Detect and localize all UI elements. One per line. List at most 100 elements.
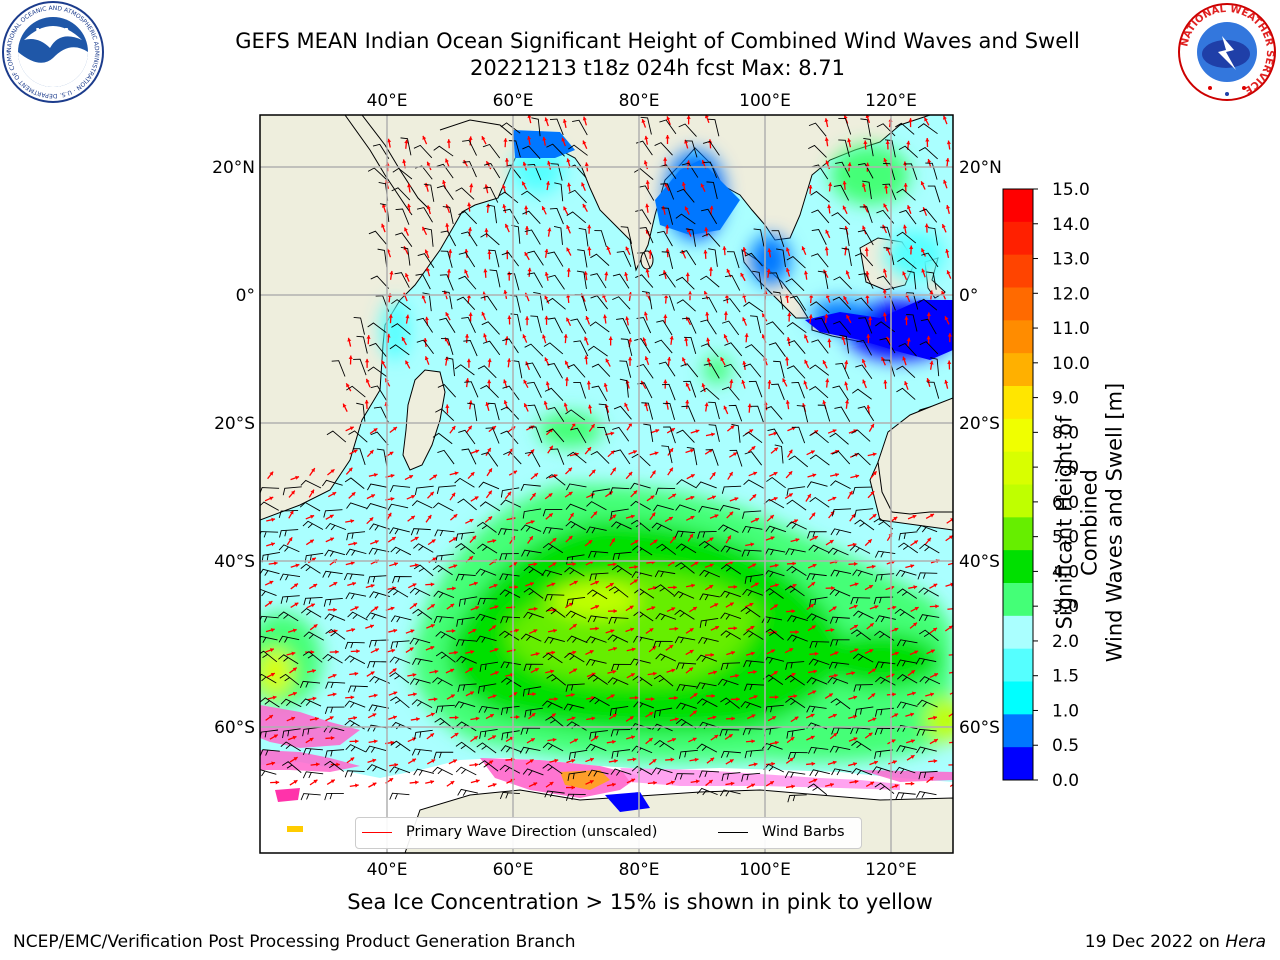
wave-arrow-head: [604, 271, 609, 276]
wind-barb: [455, 741, 476, 753]
wave-arrow-head: [548, 513, 553, 518]
colorbar-segment: [1003, 484, 1033, 518]
wind-barb: [325, 628, 346, 640]
wave-arrow-head: [502, 204, 507, 209]
wave-arrow-head: [591, 469, 596, 474]
wave-arrow-head: [610, 694, 615, 699]
wave-arrow-head: [825, 378, 830, 383]
wind-barb: [322, 653, 343, 664]
wave-arrow-head: [807, 493, 811, 498]
wind-barb: [678, 749, 698, 759]
wind-barb: [654, 584, 675, 596]
wave-arrow-head: [810, 735, 815, 740]
wind-barb: [352, 448, 366, 466]
wave-arrow-head: [572, 562, 576, 567]
wave-arrow-head: [685, 382, 690, 387]
wave-arrow-head: [534, 668, 539, 672]
wave-arrow-head: [608, 336, 613, 340]
wave-arrow-head: [730, 781, 735, 786]
wave-arrow-head: [869, 649, 874, 653]
wave-arrow-head: [288, 537, 293, 542]
wave-arrow-head: [311, 468, 315, 473]
wind-barb: [833, 320, 851, 335]
wind-barb: [731, 423, 741, 443]
wave-arrow-head: [903, 183, 908, 187]
wave-arrow-head: [488, 468, 492, 473]
wave-arrow-head: [424, 249, 429, 254]
wave-arrow-head: [591, 672, 596, 677]
wave-arrow-head: [852, 542, 857, 547]
wind-barb: [543, 342, 564, 355]
wave-arrow-head: [948, 625, 953, 630]
wind-barb: [653, 674, 674, 687]
wave-arrow-head: [872, 452, 877, 457]
wind-barb: [500, 705, 520, 716]
wave-arrow-head: [741, 379, 746, 384]
wave-arrow: [947, 608, 953, 610]
colorbar-tick-label: 3.0: [1052, 597, 1079, 617]
wind-barb: [542, 526, 564, 534]
wave-arrow-head: [571, 758, 576, 763]
wave-arrow-head: [773, 671, 778, 675]
wind-barb: [278, 509, 299, 518]
wave-arrow-head: [372, 758, 377, 763]
wind-barb: [344, 641, 365, 650]
wind-barb: [507, 272, 520, 291]
wind-barb: [455, 531, 475, 542]
wind-barb: [898, 531, 918, 541]
wave-arrow-head: [573, 738, 578, 743]
wave-arrow-head: [866, 334, 871, 338]
wave-arrow-head: [289, 510, 294, 515]
wave-arrow-head: [472, 629, 477, 633]
wind-barb: [278, 635, 300, 643]
wave-arrow-head: [834, 651, 839, 656]
wave-arrow-head: [612, 713, 617, 718]
lon-label-bottom-80e: 80°E: [619, 860, 660, 880]
wind-barb: [875, 573, 895, 582]
wind-barb: [368, 639, 389, 648]
wave-arrow-head: [854, 648, 859, 653]
wave-arrow-head: [374, 648, 379, 653]
wind-barb: [620, 226, 632, 244]
wave-arrow-head: [568, 535, 573, 540]
wind-barb: [784, 771, 806, 779]
wave-arrow-head: [863, 140, 868, 144]
wind-barb: [356, 335, 368, 354]
wind-barb: [300, 698, 322, 707]
wave-arrow-head: [348, 355, 353, 360]
wind-barb: [324, 706, 345, 714]
wave-arrow-head: [612, 669, 617, 674]
wind-barb: [409, 587, 431, 597]
wave-arrow-head: [729, 560, 734, 565]
wind-barb: [830, 698, 851, 710]
wind-barb: [280, 698, 302, 708]
wave-arrow-head: [544, 295, 549, 300]
wave-arrow-head: [402, 159, 407, 164]
wind-barb: [874, 727, 895, 736]
wind-barb: [829, 432, 849, 445]
wave-arrow-head: [853, 561, 858, 567]
wave-arrow-head: [452, 759, 457, 764]
wind-barb: [634, 338, 651, 354]
wave-arrow-head: [792, 561, 796, 566]
wave-arrow-head: [910, 755, 915, 759]
wave-arrow-head: [370, 583, 375, 588]
wave-arrow-head: [693, 693, 698, 697]
wave-arrow-head: [492, 694, 497, 699]
wind-barb: [655, 613, 677, 621]
wave-arrow-head: [882, 224, 887, 229]
wind-barb: [764, 548, 786, 556]
wind-barb: [373, 406, 389, 423]
wave-arrow-head: [752, 563, 757, 568]
wind-barb: [440, 250, 453, 268]
wind-barb: [389, 344, 410, 356]
wind-barb: [785, 548, 806, 556]
wind-barb: [442, 206, 454, 225]
wind-barb: [706, 181, 718, 200]
wave-arrow-head: [689, 628, 694, 632]
wave-arrow: [948, 654, 953, 656]
wind-barb: [917, 699, 938, 708]
wind-barb: [520, 633, 542, 642]
wind-barb: [675, 504, 697, 511]
wave-arrow-head: [942, 115, 947, 120]
